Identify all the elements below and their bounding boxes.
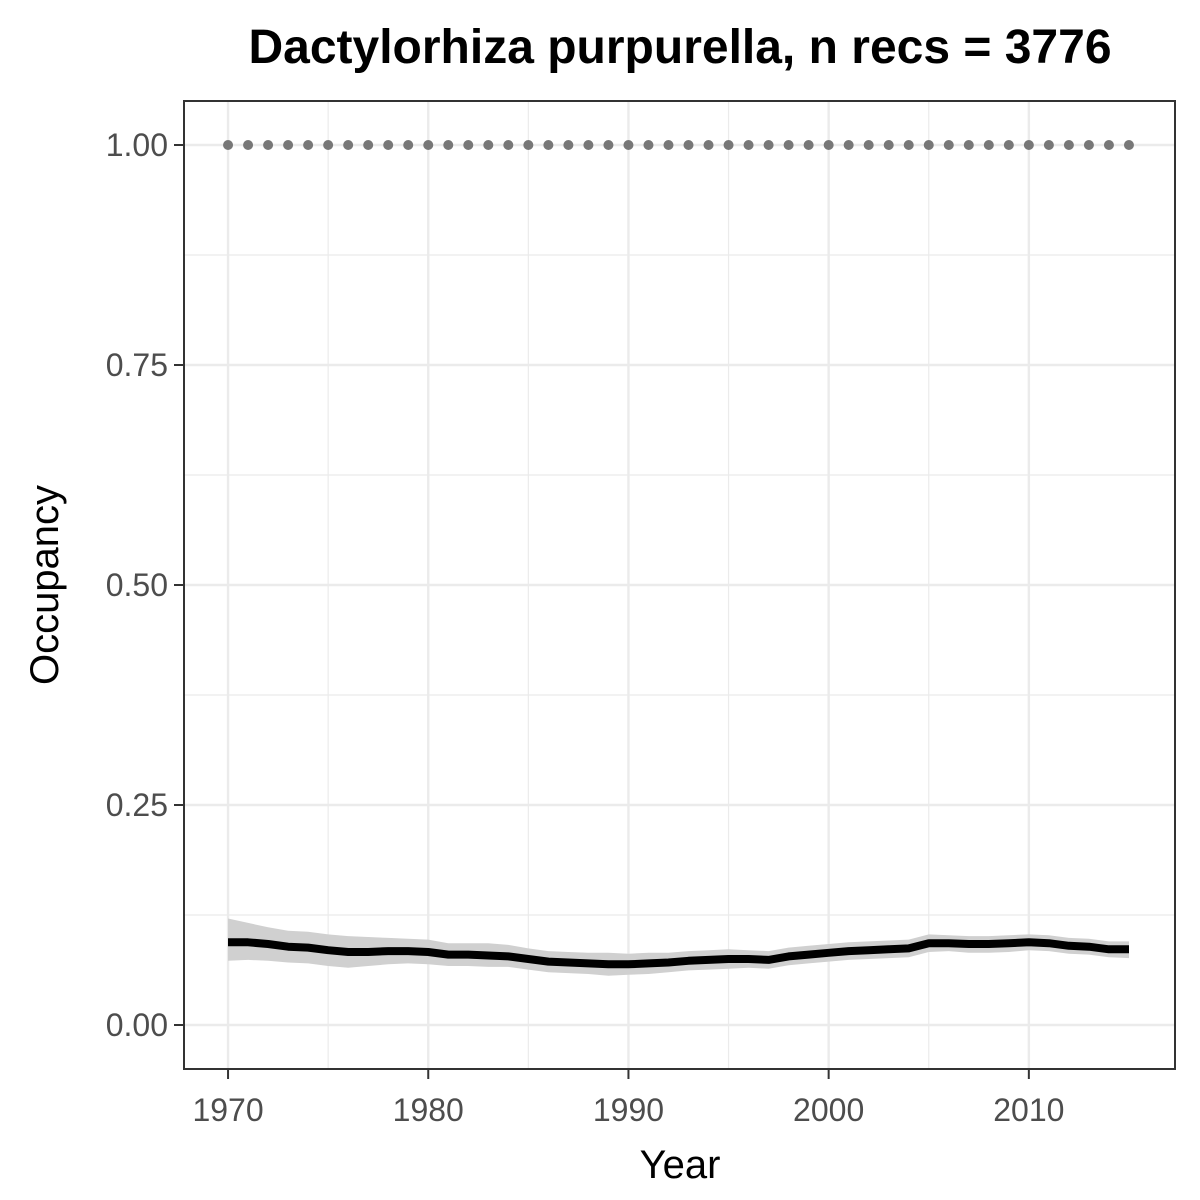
data-point bbox=[663, 140, 674, 150]
confidence-ribbon bbox=[228, 918, 1129, 976]
y-tick-label: 1.00 bbox=[106, 127, 168, 163]
data-point bbox=[783, 140, 794, 150]
data-point bbox=[263, 140, 274, 150]
data-point bbox=[1023, 140, 1034, 150]
data-point bbox=[843, 140, 854, 150]
data-point bbox=[1043, 140, 1054, 150]
data-point bbox=[1103, 140, 1114, 150]
data-point bbox=[943, 140, 954, 150]
data-point bbox=[683, 140, 694, 150]
x-tick-label: 1970 bbox=[192, 1092, 263, 1128]
x-tick-label: 1980 bbox=[393, 1092, 464, 1128]
data-point bbox=[1123, 140, 1134, 150]
x-axis-title: Year bbox=[640, 1143, 721, 1187]
data-point bbox=[323, 140, 334, 150]
data-point bbox=[363, 140, 374, 150]
data-point bbox=[403, 140, 414, 150]
x-axis: 1970 1980 1990 2000 2010 bbox=[192, 1069, 1064, 1128]
data-point bbox=[603, 140, 614, 150]
data-point bbox=[643, 140, 654, 150]
x-tick-label: 2010 bbox=[993, 1092, 1064, 1128]
data-point bbox=[483, 140, 494, 150]
data-point bbox=[763, 140, 774, 150]
data-point bbox=[1003, 140, 1014, 150]
y-tick-label: 0.25 bbox=[106, 787, 168, 823]
data-point bbox=[463, 140, 474, 150]
data-point bbox=[823, 140, 834, 150]
data-point bbox=[443, 140, 454, 150]
x-tick-label: 1990 bbox=[593, 1092, 664, 1128]
y-tick-label: 0.00 bbox=[106, 1007, 168, 1043]
chart-title: Dactylorhiza purpurella, n recs = 3776 bbox=[248, 21, 1111, 74]
data-point bbox=[923, 140, 934, 150]
data-point bbox=[563, 140, 574, 150]
data-point bbox=[1083, 140, 1094, 150]
data-point bbox=[583, 140, 594, 150]
y-axis-title: Occupancy bbox=[23, 485, 67, 685]
data-point bbox=[383, 140, 394, 150]
y-axis: 0.00 0.25 0.50 0.75 1.00 bbox=[106, 127, 184, 1043]
data-point bbox=[543, 140, 554, 150]
data-point bbox=[283, 140, 294, 150]
y-tick-label: 0.50 bbox=[106, 567, 168, 603]
y-tick-label: 0.75 bbox=[106, 347, 168, 383]
occupancy-trend-line bbox=[228, 938, 1129, 969]
data-point bbox=[743, 140, 754, 150]
data-point bbox=[423, 140, 434, 150]
data-point bbox=[963, 140, 974, 150]
data-point bbox=[223, 140, 234, 150]
data-point bbox=[303, 140, 314, 150]
data-point bbox=[863, 140, 874, 150]
data-point bbox=[723, 140, 734, 150]
data-point bbox=[243, 140, 254, 150]
data-point bbox=[883, 140, 894, 150]
data-point bbox=[523, 140, 534, 150]
data-point bbox=[803, 140, 814, 150]
data-point bbox=[503, 140, 514, 150]
data-points bbox=[223, 140, 1134, 150]
data-point bbox=[703, 140, 714, 150]
data-point bbox=[623, 140, 634, 150]
data-point bbox=[1063, 140, 1074, 150]
data-point bbox=[903, 140, 914, 150]
data-point bbox=[983, 140, 994, 150]
x-tick-label: 2000 bbox=[793, 1092, 864, 1128]
data-point bbox=[343, 140, 354, 150]
